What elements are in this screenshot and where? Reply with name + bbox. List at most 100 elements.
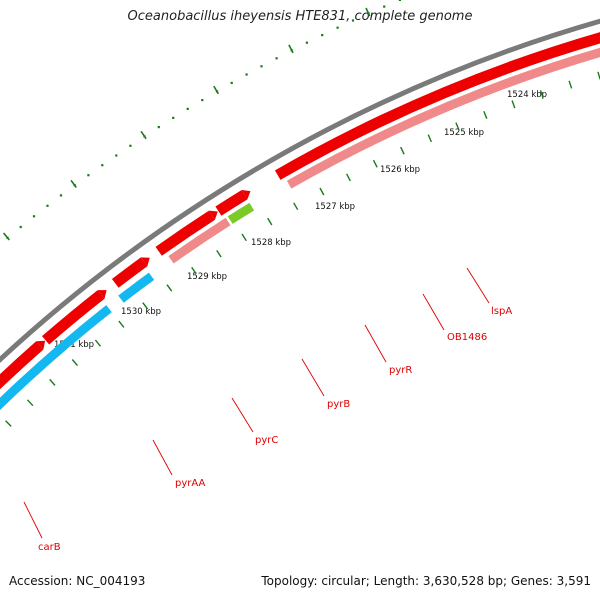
inner-tick <box>400 146 405 155</box>
scale-tick <box>213 85 220 95</box>
callout-line-pyraa <box>152 439 173 476</box>
scale-dot <box>101 164 104 167</box>
inner-tick <box>216 250 222 258</box>
scale-dot <box>172 116 175 119</box>
inner-tick <box>345 173 351 182</box>
scale-dot <box>230 81 233 84</box>
callout-line-ob1486 <box>422 293 445 331</box>
scale-dot <box>260 65 263 68</box>
inner-tick <box>293 202 299 211</box>
scale-dot <box>201 99 204 102</box>
inner-tick <box>427 134 433 143</box>
cds-light-red-segment <box>168 217 231 264</box>
cds-red-segment-tip <box>241 190 251 200</box>
scale-label: 1527 kbp <box>315 202 355 212</box>
scale-dot <box>275 57 278 60</box>
inner-tick <box>94 339 102 347</box>
scale-tick <box>140 130 147 140</box>
callout-line-pyrc <box>231 397 254 433</box>
callout-line-pyrr <box>364 324 387 363</box>
inner-tick <box>511 100 516 109</box>
gene-label-pyraa: pyrAA <box>175 478 205 489</box>
scale-dot <box>305 41 308 44</box>
inner-tick <box>241 233 247 242</box>
scale-label: 1530 kbp <box>121 307 161 317</box>
scale-dot <box>129 144 132 147</box>
genome-summary-text: Topology: circular; Length: 3,630,528 bp… <box>261 574 591 588</box>
scale-dot <box>59 194 63 197</box>
inner-tick <box>118 320 125 328</box>
genome-backbone <box>0 18 600 364</box>
callout-line-pyrb <box>301 358 325 397</box>
scale-dot <box>186 107 189 110</box>
cds-red-segment <box>155 210 215 256</box>
scale-dot <box>245 73 248 76</box>
inner-tick <box>267 217 273 226</box>
cds-red-segment-tip <box>208 210 218 220</box>
cds-light-red-segment <box>286 47 600 189</box>
scale-dot <box>351 19 355 22</box>
scale-label: 1529 kbp <box>187 272 227 282</box>
scale-tick <box>2 232 10 241</box>
cds-green-segment <box>227 202 255 224</box>
scale-label: 1525 kbp <box>444 128 484 138</box>
scale-dot <box>87 174 90 177</box>
map-title: Oceanobacillus iheyensis HTE831, complet… <box>127 9 473 24</box>
inner-tick <box>71 359 79 367</box>
cds-blue-segment <box>0 305 112 411</box>
cds-blue-segment <box>118 272 155 303</box>
gene-label-ob1486: OB1486 <box>447 332 487 343</box>
scale-dot <box>32 215 36 218</box>
inner-tick <box>455 122 460 131</box>
backbone-ring <box>0 18 600 364</box>
cds-red-segment <box>111 257 148 288</box>
scale-label: 1528 kbp <box>251 238 291 248</box>
gene-callouts: carB pyrAA pyrC pyrB pyrR OB1486 lspA <box>23 267 512 553</box>
inner-tick-marks <box>5 71 600 427</box>
inner-tick <box>5 420 12 427</box>
scale-dot <box>46 204 49 207</box>
scale-label: 1526 kbp <box>380 165 420 175</box>
cds-red-segment <box>41 290 105 345</box>
scale-label: 1524 kbp <box>507 90 547 100</box>
gene-label-pyrc: pyrC <box>255 435 278 446</box>
scale-dot <box>336 26 339 29</box>
inner-tick <box>166 284 173 292</box>
gene-label-lspa: lspA <box>491 306 512 317</box>
inner-tick <box>26 399 34 407</box>
cds-red-segment <box>274 32 600 180</box>
cds-red-segment-tip <box>97 290 107 299</box>
cds-red-segment-tip <box>140 257 150 267</box>
callout-line-carb <box>23 501 43 539</box>
scale-tick <box>288 44 294 54</box>
feature-tracks <box>0 32 600 411</box>
scale-dot <box>383 5 386 8</box>
scale-label: 1531 kbp <box>54 340 94 350</box>
inner-tick <box>142 302 149 310</box>
gene-label-pyrr: pyrR <box>389 365 412 376</box>
inner-tick <box>319 187 325 196</box>
inner-tick <box>191 266 197 275</box>
gene-label-carb: carB <box>38 542 61 553</box>
scale-dot <box>19 225 22 229</box>
gene-label-pyrb: pyrB <box>327 399 350 410</box>
scale-tick <box>70 179 77 188</box>
cds-red-segment <box>0 341 44 390</box>
scale-dot <box>115 154 118 157</box>
scale-dot <box>398 0 401 1</box>
inner-tick <box>372 159 378 168</box>
inner-tick <box>483 111 488 119</box>
scale-tick <box>365 7 371 17</box>
scale-labels: 1524 kbp 1525 kbp 1526 kbp 1527 kbp 1528 kbp… <box>54 90 547 350</box>
cds-red-segment-tip <box>36 340 46 350</box>
inner-tick <box>568 80 573 89</box>
scale-dot <box>321 34 324 37</box>
scale-dot <box>157 126 160 129</box>
scale-ticks <box>2 7 371 241</box>
inner-tick <box>49 378 56 386</box>
inner-tick <box>539 90 544 99</box>
accession-text: Accession: NC_004193 <box>9 574 146 588</box>
callout-line-lspa <box>466 267 490 304</box>
